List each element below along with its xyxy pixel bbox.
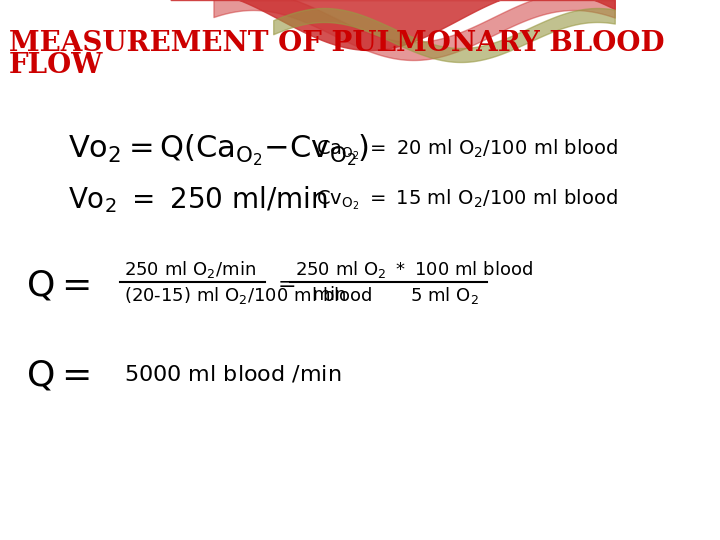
Text: $\mathrm{250\ ml\ O_2/min}$: $\mathrm{250\ ml\ O_2/min}$ bbox=[124, 260, 256, 280]
Text: $\mathrm{min}$: $\mathrm{min}$ bbox=[312, 286, 346, 304]
Text: $\mathrm{Q{=}}$: $\mathrm{Q{=}}$ bbox=[26, 358, 89, 392]
Text: MEASUREMENT OF PULMONARY BLOOD: MEASUREMENT OF PULMONARY BLOOD bbox=[9, 30, 664, 57]
Text: $\mathrm{Q{=}}$: $\mathrm{Q{=}}$ bbox=[26, 268, 89, 302]
Text: $\mathrm{=}$: $\mathrm{=}$ bbox=[273, 272, 296, 294]
Text: $\mathrm{Cv_{O_2}}$$\mathrm{\ =\ 15\ ml\ O_2/100\ ml\ blood}$: $\mathrm{Cv_{O_2}}$$\mathrm{\ =\ 15\ ml\… bbox=[316, 188, 618, 212]
Text: $\mathrm{250\ ml\ O_2\ *\ 100\ ml\ blood}$: $\mathrm{250\ ml\ O_2\ *\ 100\ ml\ blood… bbox=[294, 260, 533, 280]
Text: $\mathrm{Vo_2{=}Q(Ca_{O_2}{-}Cv_{O_2})}$: $\mathrm{Vo_2{=}Q(Ca_{O_2}{-}Cv_{O_2})}$ bbox=[68, 132, 369, 168]
Text: $\mathrm{Ca_{O_2}}$$\mathrm{\ =\ 20\ ml\ O_2/100\ ml\ blood}$: $\mathrm{Ca_{O_2}}$$\mathrm{\ =\ 20\ ml\… bbox=[316, 138, 618, 163]
Text: FLOW: FLOW bbox=[9, 52, 103, 79]
Text: $\mathrm{(20\text{-}15)\ ml\ O_2/100\ ml\ blood}$: $\mathrm{(20\text{-}15)\ ml\ O_2/100\ ml… bbox=[124, 285, 372, 306]
Text: $\mathrm{Vo_2}$$\mathrm{\ =\ 250\ ml/min}$: $\mathrm{Vo_2}$$\mathrm{\ =\ 250\ ml/min… bbox=[68, 185, 328, 215]
Text: $\mathrm{5000\ ml\ blood\ /min}$: $\mathrm{5000\ ml\ blood\ /min}$ bbox=[124, 364, 341, 386]
Text: $\mathrm{5\ ml\ O_2}$: $\mathrm{5\ ml\ O_2}$ bbox=[410, 285, 479, 306]
